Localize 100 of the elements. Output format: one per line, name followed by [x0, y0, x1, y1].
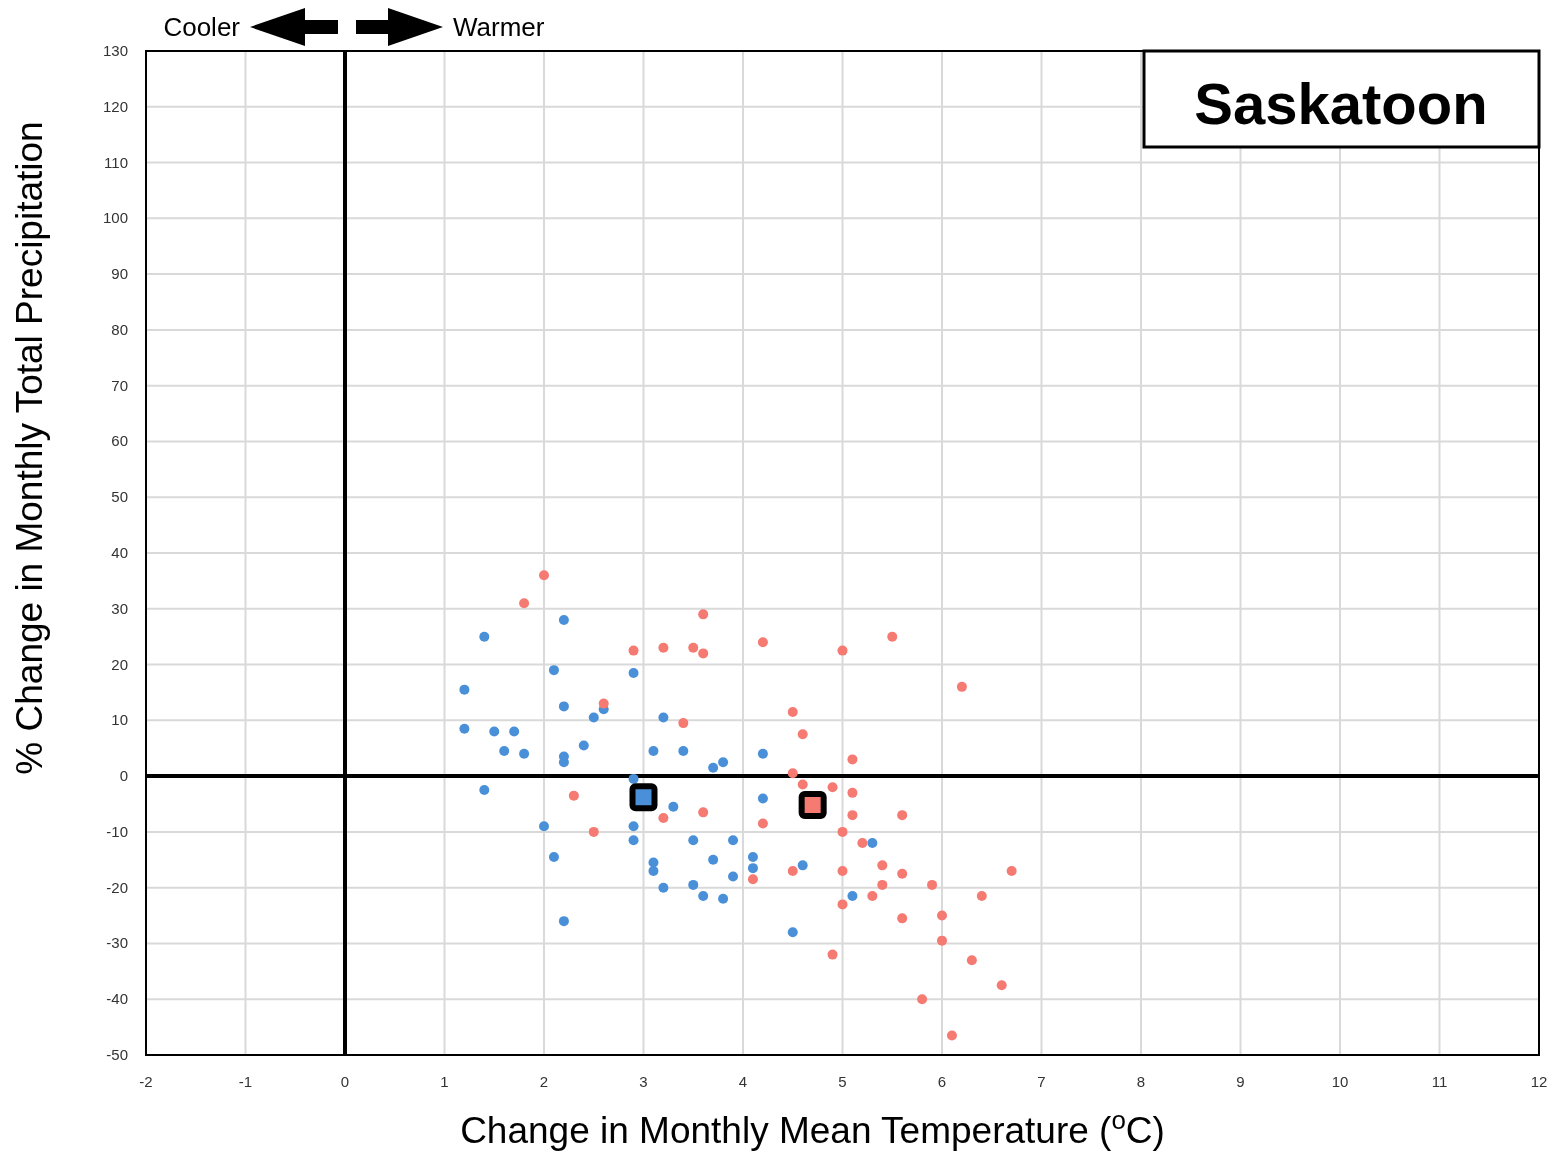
x-tick-label: -1 — [238, 1073, 253, 1090]
x-tick-label: 4 — [738, 1073, 748, 1090]
point — [797, 779, 808, 790]
point — [568, 790, 579, 801]
x-tick-label: 11 — [1431, 1073, 1448, 1090]
x-tick-label: 12 — [1530, 1073, 1548, 1090]
x-axis-title: Change in Monthly Mean Temperature ($^{o}$C) — [460, 1106, 1165, 1151]
point — [747, 851, 758, 862]
point — [757, 793, 768, 804]
point — [847, 810, 858, 821]
y-tick-label: 10 — [111, 711, 128, 729]
point — [867, 838, 878, 849]
x-tick-label: 9 — [1236, 1073, 1245, 1090]
point — [857, 838, 868, 849]
point — [718, 893, 729, 904]
x-tick-label: 7 — [1037, 1073, 1046, 1090]
x-tick-label: -2 — [139, 1073, 153, 1090]
y-tick-label: 50 — [111, 488, 128, 506]
point — [628, 821, 639, 832]
y-tick-label: 40 — [111, 544, 128, 561]
point — [558, 701, 569, 712]
point — [837, 865, 848, 876]
point — [797, 860, 808, 871]
point — [787, 768, 798, 779]
x-tick-label: 1 — [440, 1073, 449, 1090]
point — [867, 891, 878, 902]
point — [499, 746, 510, 757]
point — [956, 681, 967, 692]
point — [479, 785, 490, 796]
point — [628, 645, 639, 656]
point — [728, 871, 739, 882]
point — [678, 718, 689, 729]
point — [489, 726, 500, 737]
point — [877, 879, 888, 890]
x-tick-label: 3 — [639, 1073, 648, 1090]
point — [648, 746, 659, 757]
point — [847, 891, 858, 902]
point — [509, 726, 520, 737]
point — [798, 791, 827, 820]
x-tick-label: 10 — [1331, 1073, 1349, 1090]
point — [688, 879, 699, 890]
point — [837, 645, 848, 656]
point — [658, 642, 669, 653]
y-tick-label: 20 — [111, 655, 128, 673]
point — [1006, 865, 1017, 876]
point — [718, 757, 729, 768]
point — [558, 614, 569, 625]
y-tick-label: 70 — [111, 376, 128, 394]
point — [479, 631, 490, 642]
point — [996, 980, 1007, 991]
y-tick-label: 120 — [102, 97, 128, 115]
point — [976, 891, 987, 902]
point — [708, 854, 719, 865]
point — [827, 782, 838, 793]
point — [847, 754, 858, 765]
point — [757, 637, 768, 648]
point — [887, 631, 898, 642]
y-tick-label: -40 — [106, 990, 128, 1008]
point — [688, 642, 699, 653]
point — [698, 609, 709, 620]
point — [747, 863, 758, 874]
x-tick-label: 0 — [340, 1073, 350, 1090]
point — [548, 665, 559, 676]
y-axis-title: % Change in Monthly Total Precipitation — [9, 121, 50, 775]
point — [787, 706, 798, 717]
point — [728, 835, 739, 846]
point — [558, 916, 569, 927]
point — [917, 994, 928, 1005]
y-tick-label: -30 — [106, 934, 128, 952]
y-tick-label: 0 — [119, 767, 128, 785]
point — [578, 740, 589, 751]
point — [698, 648, 709, 659]
x-tick-label: 5 — [838, 1073, 847, 1090]
text: Warmer — [453, 12, 545, 42]
y-tick-label: 60 — [111, 432, 128, 450]
point — [927, 879, 938, 890]
point — [708, 762, 719, 773]
point — [459, 723, 470, 734]
point — [787, 927, 798, 938]
point — [698, 807, 709, 818]
point — [897, 810, 908, 821]
y-tick-label: 130 — [102, 42, 128, 59]
point — [628, 667, 639, 678]
point — [837, 826, 848, 837]
point — [757, 748, 768, 759]
point — [757, 818, 768, 829]
point — [588, 826, 599, 837]
point — [598, 698, 609, 709]
point — [678, 746, 689, 757]
y-tick-label: 30 — [111, 599, 128, 617]
point — [797, 729, 808, 740]
point — [787, 865, 798, 876]
point — [698, 891, 709, 902]
point — [519, 748, 530, 759]
x-tick-label: 2 — [539, 1073, 549, 1090]
point — [658, 812, 669, 823]
point — [747, 874, 758, 885]
text: Cooler — [163, 12, 241, 42]
y-tick-label: 100 — [102, 209, 128, 227]
point — [628, 835, 639, 846]
